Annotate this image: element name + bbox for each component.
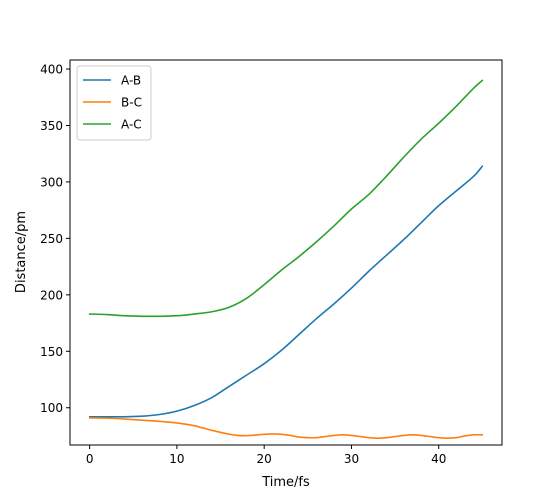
series-line-a-b (88, 165, 484, 418)
y-tick-label: 300 (40, 175, 63, 189)
series-line-b-c (88, 417, 484, 440)
x-tick-label: 30 (344, 452, 359, 466)
legend: A-B B-C A-C (76, 65, 152, 141)
x-axis-label: Time/fs (261, 475, 310, 490)
y-tick-label: 150 (40, 345, 63, 359)
series-layer (88, 79, 484, 440)
y-tick-label: 100 (40, 401, 63, 415)
y-axis-label: Distance/pm (14, 211, 29, 293)
legend-box (76, 65, 152, 141)
x-tick-label: 40 (431, 452, 446, 466)
legend-label-a-b: A-B (121, 74, 141, 88)
y-tick-label: 250 (40, 232, 63, 246)
plot-area-frame (69, 59, 503, 446)
x-tick-label: 10 (169, 452, 184, 466)
y-tick-label: 200 (40, 288, 63, 302)
series-line-a-c (88, 79, 484, 318)
x-tick-label: 0 (86, 452, 94, 466)
y-tick-label: 350 (40, 119, 63, 133)
x-tick-label: 20 (257, 452, 272, 466)
legend-label-a-c: A-C (121, 118, 142, 132)
y-tick-label: 400 (40, 63, 63, 77)
ticks-layer: 0 10 20 30 40 100 150 200 250 300 350 400 (40, 63, 446, 466)
legend-label-b-c: B-C (121, 96, 142, 110)
